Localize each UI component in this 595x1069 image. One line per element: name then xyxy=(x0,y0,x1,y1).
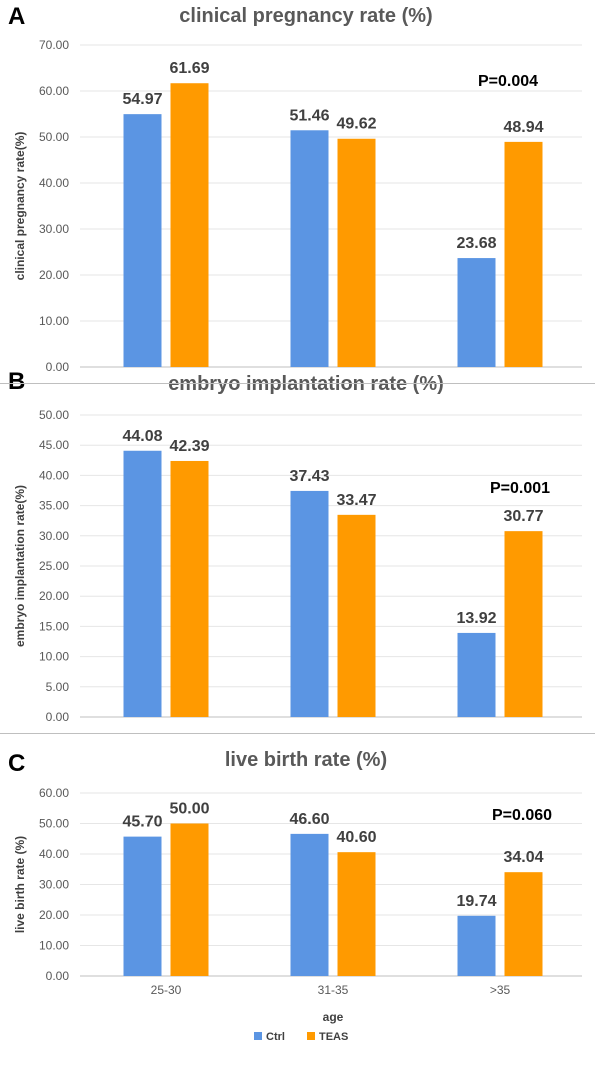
data-label: 46.60 xyxy=(289,811,329,828)
y-tick-label: 40.00 xyxy=(39,176,69,190)
bar-ctrl xyxy=(290,130,329,367)
data-label: 48.94 xyxy=(503,119,543,136)
y-tick-label: 0.00 xyxy=(46,969,70,983)
panel-letter: A xyxy=(8,3,25,30)
p-value-annotation: P=0.060 xyxy=(492,807,552,824)
y-tick-label: 70.00 xyxy=(39,38,69,52)
y-tick-label: 45.00 xyxy=(39,438,69,452)
y-tick-label: 30.00 xyxy=(39,878,69,892)
y-tick-label: 40.00 xyxy=(39,847,69,861)
bar-ctrl xyxy=(123,114,162,367)
legend-swatch-teas xyxy=(307,1032,315,1040)
y-tick-label: 50.00 xyxy=(39,130,69,144)
bar-ctrl xyxy=(457,258,496,367)
y-tick-label: 20.00 xyxy=(39,908,69,922)
y-axis-label: clinical pregnancy rate(%) xyxy=(13,132,27,281)
y-axis-label: embryo implantation rate(%) xyxy=(13,485,27,647)
bar-ctrl xyxy=(123,450,162,717)
data-label: 61.69 xyxy=(169,60,209,77)
data-label: 44.08 xyxy=(122,428,162,445)
y-tick-label: 30.00 xyxy=(39,529,69,543)
bar-ctrl xyxy=(290,490,329,717)
data-label: 50.00 xyxy=(169,801,209,818)
data-label: 45.70 xyxy=(122,814,162,831)
panel-letter: C xyxy=(8,750,25,777)
data-label: 34.04 xyxy=(503,849,543,866)
bar-ctrl xyxy=(290,833,329,976)
y-tick-label: 20.00 xyxy=(39,268,69,282)
data-label: 33.47 xyxy=(336,492,376,509)
y-tick-label: 20.00 xyxy=(39,589,69,603)
data-label: 51.46 xyxy=(289,107,329,124)
bar-teas xyxy=(504,141,543,367)
y-tick-label: 0.00 xyxy=(46,710,70,724)
panel-letter: B xyxy=(8,368,25,395)
x-tick-label: >35 xyxy=(490,983,511,997)
bar-teas xyxy=(170,460,209,717)
x-tick-label: 25-30 xyxy=(151,983,182,997)
bar-teas xyxy=(337,138,376,367)
data-label: 54.97 xyxy=(122,91,162,108)
chart-title: embryo implantation rate (%) xyxy=(168,373,444,395)
bar-ctrl xyxy=(457,632,496,717)
panel-separator xyxy=(0,733,595,734)
bar-ctrl xyxy=(457,915,496,976)
bar-teas xyxy=(170,823,209,976)
data-label: 42.39 xyxy=(169,438,209,455)
chart-title: live birth rate (%) xyxy=(225,749,387,771)
y-tick-label: 60.00 xyxy=(39,84,69,98)
y-tick-label: 60.00 xyxy=(39,786,69,800)
data-label: 19.74 xyxy=(456,893,496,910)
chart-title: clinical pregnancy rate (%) xyxy=(179,5,432,27)
legend-swatch-ctrl xyxy=(254,1032,262,1040)
y-tick-label: 50.00 xyxy=(39,408,69,422)
bar-ctrl xyxy=(123,836,162,976)
bar-teas xyxy=(337,514,376,717)
bar-teas xyxy=(504,872,543,976)
legend-label: TEAS xyxy=(319,1031,348,1043)
bar-teas xyxy=(170,83,209,367)
data-label: 37.43 xyxy=(289,468,329,485)
y-tick-label: 10.00 xyxy=(39,939,69,953)
y-axis-label: live birth rate (%) xyxy=(13,836,27,933)
y-tick-label: 40.00 xyxy=(39,468,69,482)
p-value-annotation: P=0.004 xyxy=(478,73,538,90)
y-tick-label: 50.00 xyxy=(39,817,69,831)
bar-teas xyxy=(337,852,376,976)
y-tick-label: 25.00 xyxy=(39,559,69,573)
y-tick-label: 35.00 xyxy=(39,499,69,513)
y-tick-label: 30.00 xyxy=(39,222,69,236)
data-label: 23.68 xyxy=(456,235,496,252)
y-tick-label: 10.00 xyxy=(39,650,69,664)
y-tick-label: 15.00 xyxy=(39,619,69,633)
x-tick-label: 31-35 xyxy=(318,983,349,997)
bar-teas xyxy=(504,531,543,717)
data-label: 49.62 xyxy=(336,116,376,133)
data-label: 13.92 xyxy=(456,610,496,627)
data-label: 40.60 xyxy=(336,829,376,846)
panel-separator xyxy=(0,383,595,384)
y-tick-label: 0.00 xyxy=(46,360,70,374)
y-tick-label: 10.00 xyxy=(39,314,69,328)
p-value-annotation: P=0.001 xyxy=(490,480,550,497)
data-label: 30.77 xyxy=(503,508,543,525)
legend-label: Ctrl xyxy=(266,1031,285,1043)
x-axis-label: age xyxy=(323,1010,344,1024)
y-tick-label: 5.00 xyxy=(46,680,70,694)
